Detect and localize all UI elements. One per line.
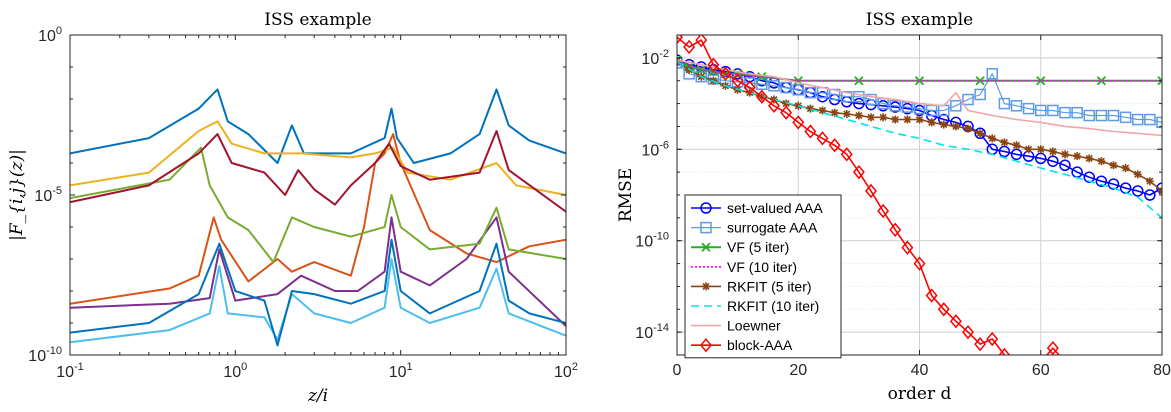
marker-star <box>1061 150 1069 158</box>
marker-star <box>1037 145 1045 153</box>
marker-star <box>964 125 972 133</box>
marker-star <box>916 116 924 124</box>
marker-star <box>1013 141 1021 149</box>
marker-star <box>952 122 960 130</box>
y-tick-label: 10-2 <box>641 48 669 68</box>
marker-star <box>976 129 984 137</box>
y-axis-label: |F_{i,j}(z)| <box>7 149 27 241</box>
marker-star <box>1073 152 1081 160</box>
x-axis-label: z/i <box>307 386 328 406</box>
y-tick-label: 10-10 <box>635 231 669 251</box>
legend-entry: set-valued AAA <box>727 200 823 216</box>
chart-title: ISS example <box>866 10 973 30</box>
x-tick-label: 101 <box>389 361 413 381</box>
marker-diamond <box>1133 356 1143 368</box>
x-tick-label: 100 <box>223 361 247 381</box>
legend-entry: block-AAA <box>727 337 793 353</box>
x-axis-label: order d <box>888 384 952 404</box>
marker-star <box>867 113 875 121</box>
marker-star <box>1000 138 1008 146</box>
marker-star <box>1049 148 1057 156</box>
marker-star <box>1085 154 1093 162</box>
marker-star <box>928 118 936 126</box>
marker-star <box>879 113 887 121</box>
marker-diamond <box>1084 356 1094 368</box>
chart-1: 10-1 100 101 102 10-10 10-5 100 ISS example z/i |… <box>7 10 578 406</box>
x-tick-label: 102 <box>554 361 578 381</box>
x-tick-label: 10-1 <box>56 361 84 381</box>
x-tick-label: 20 <box>789 362 807 379</box>
x-tick-label: 0 <box>673 362 682 379</box>
legend-entry: surrogate AAA <box>727 220 818 236</box>
legend-entry: Loewner <box>727 318 781 334</box>
series-line-6 <box>70 259 566 342</box>
x-tick-label: 60 <box>1032 362 1050 379</box>
marker-star <box>831 109 839 117</box>
marker-star <box>1146 177 1154 185</box>
marker-diamond <box>1060 356 1070 368</box>
chart-title: ISS example <box>264 10 371 30</box>
y-tick-label: 10-10 <box>28 345 62 365</box>
marker-star <box>903 116 911 124</box>
marker-star <box>891 116 899 124</box>
marker-star <box>1110 161 1118 169</box>
y-tick-label: 10-5 <box>34 185 62 205</box>
x-tick-label: 40 <box>911 362 929 379</box>
marker-star <box>1122 164 1130 172</box>
series-line-4 <box>70 217 566 326</box>
legend-entry: VF (10 iter) <box>727 259 797 275</box>
marker-star <box>702 282 710 290</box>
y-tick-label: 10-14 <box>635 322 669 342</box>
marker-diamond <box>1121 356 1131 368</box>
legend: set-valued AAA surrogate AAA VF (5 iter) VF… <box>685 195 841 358</box>
marker-diamond <box>1096 356 1106 368</box>
legend-entry: RKFIT (5 iter) <box>727 278 812 294</box>
marker-star <box>843 110 851 118</box>
axes-box <box>70 35 566 355</box>
series-line-7 <box>70 131 566 212</box>
y-tick-label: 10-6 <box>641 139 669 159</box>
marker-star <box>988 134 996 142</box>
marker-diamond <box>1012 356 1022 368</box>
marker-star <box>1097 157 1105 165</box>
chart-2: 0 20 40 60 80 10-14 10-10 10-6 10-2 ISS example or… <box>616 10 1171 404</box>
legend-entry: VF (5 iter) <box>727 239 789 255</box>
marker-diamond <box>1109 356 1119 368</box>
marker-star <box>806 105 814 113</box>
marker-star <box>940 121 948 129</box>
marker-diamond <box>1072 356 1082 368</box>
y-axis-label: RMSE <box>616 168 636 222</box>
series-line-1 <box>70 89 566 163</box>
x-tick-label: 80 <box>1153 362 1171 379</box>
y-tick-label: 100 <box>38 25 62 45</box>
marker-star <box>1025 145 1033 153</box>
marker-star <box>855 112 863 120</box>
legend-entry: RKFIT (10 iter) <box>727 298 819 314</box>
marker-star <box>1134 170 1142 178</box>
plot-area <box>70 89 566 345</box>
